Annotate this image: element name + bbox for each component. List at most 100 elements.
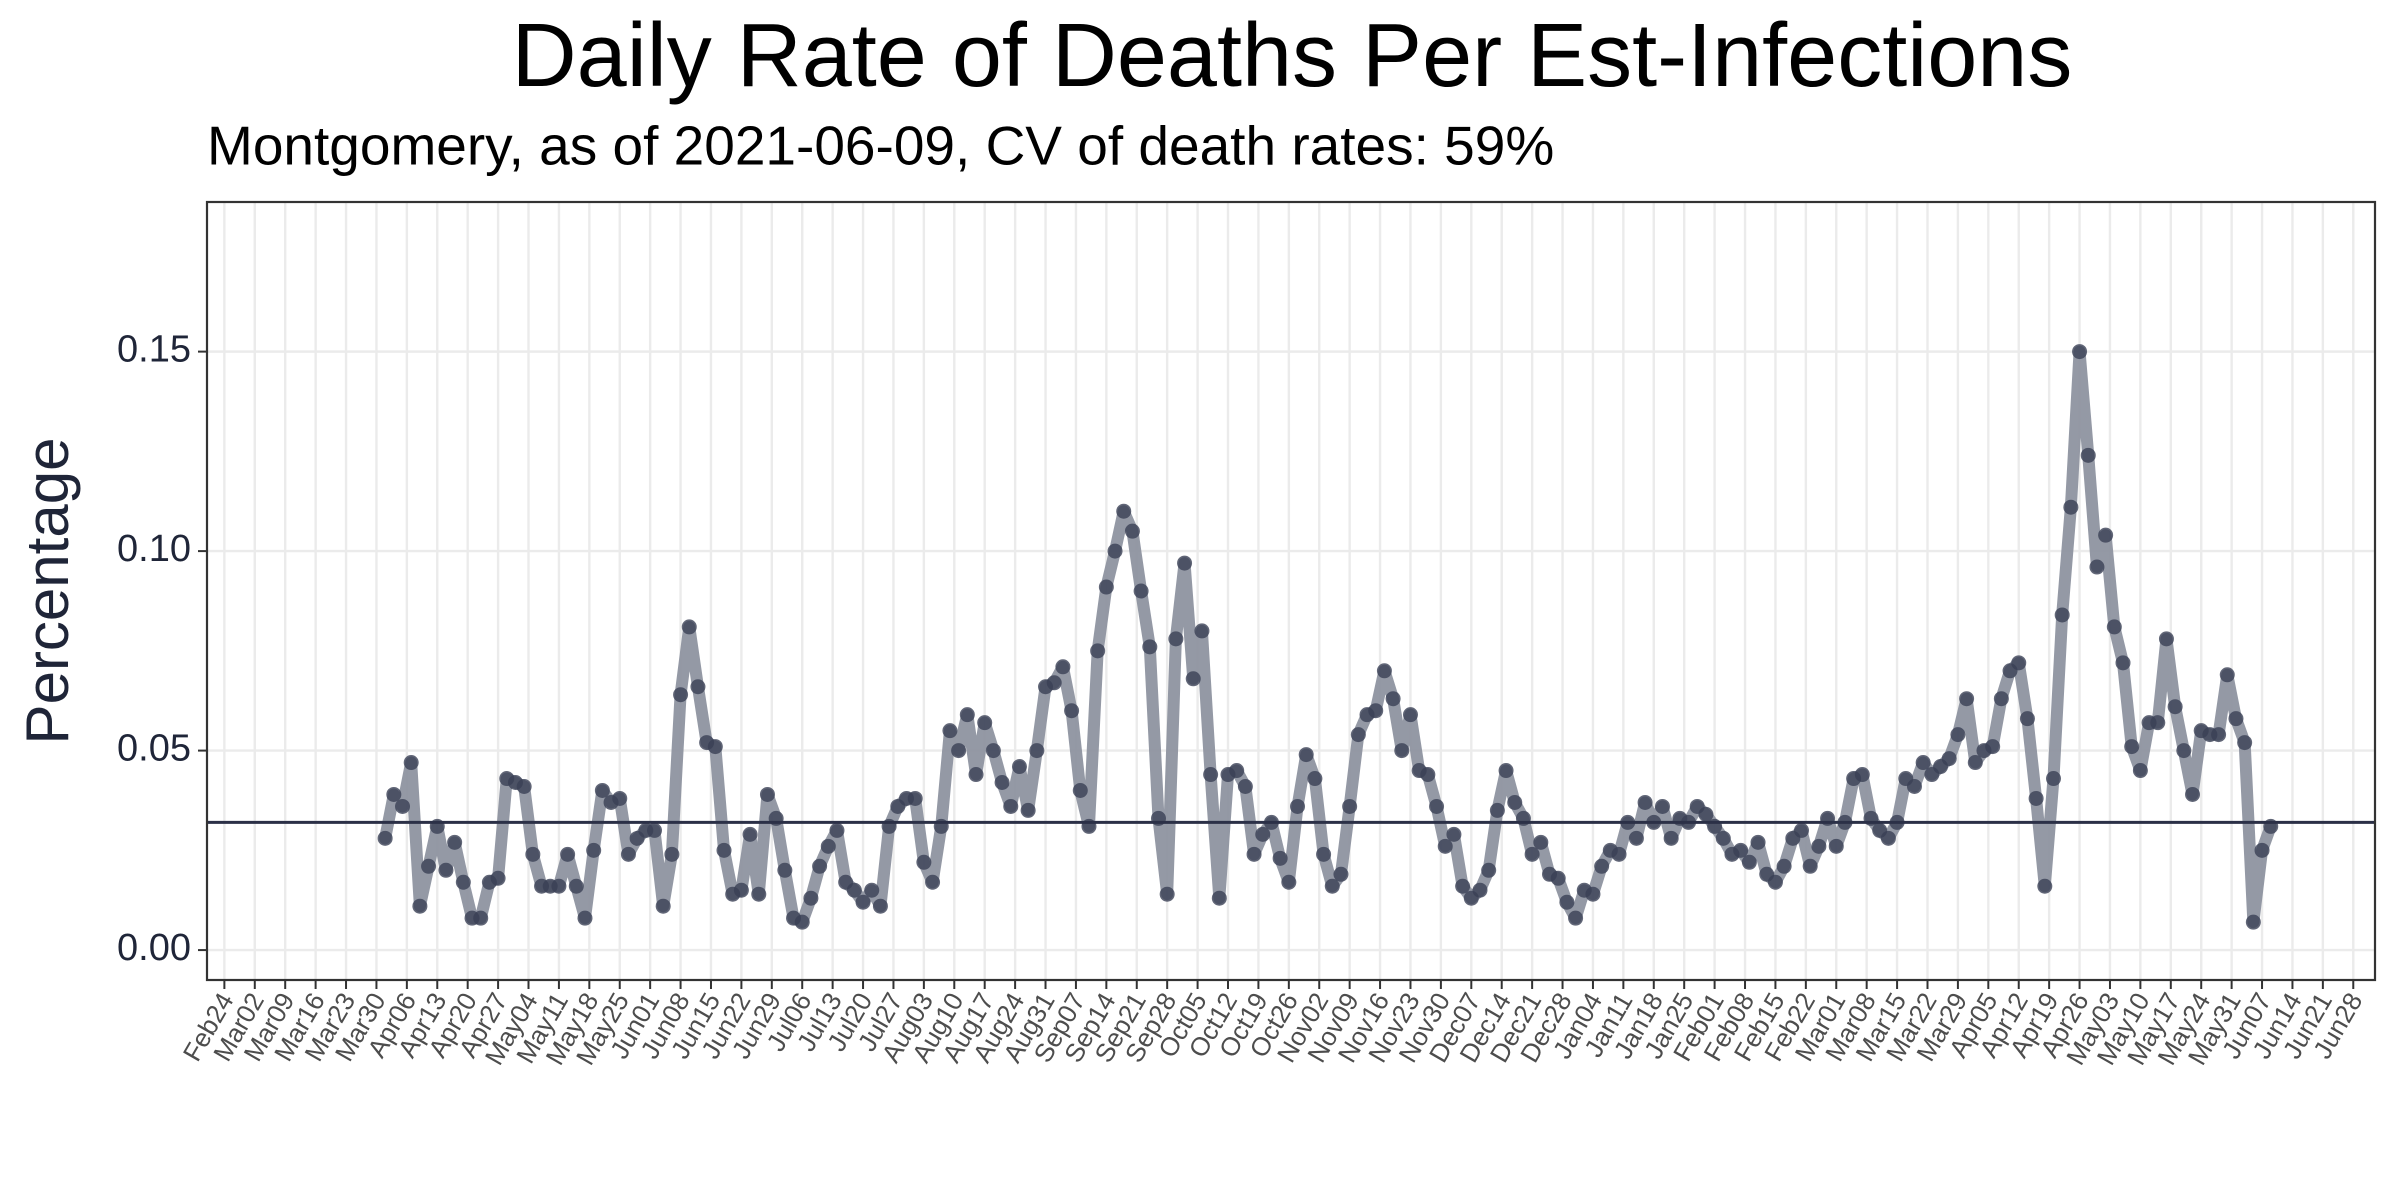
data-point	[2054, 607, 2070, 623]
data-point	[1941, 751, 1957, 767]
data-point	[942, 723, 958, 739]
data-point	[681, 619, 697, 635]
data-point	[516, 778, 532, 794]
data-point	[1133, 583, 1149, 599]
data-point	[2176, 743, 2192, 759]
data-point	[742, 826, 758, 842]
data-point	[664, 846, 680, 862]
data-point	[707, 739, 723, 755]
data-point	[2167, 699, 2183, 715]
data-point	[647, 822, 663, 838]
data-point	[1203, 767, 1219, 783]
data-point	[959, 707, 975, 723]
data-point	[1333, 866, 1349, 882]
data-point	[1316, 846, 1332, 862]
data-point	[1654, 798, 1670, 814]
data-point	[855, 894, 871, 910]
data-point	[1168, 631, 1184, 647]
data-point	[1802, 858, 1818, 874]
data-point	[2254, 842, 2270, 858]
data-point	[525, 846, 541, 862]
data-point	[568, 878, 584, 894]
data-point	[2132, 763, 2148, 779]
data-point	[1350, 727, 1366, 743]
plot-marks	[207, 344, 2375, 930]
data-point	[1811, 838, 1827, 854]
data-point	[751, 886, 767, 902]
data-point	[1185, 671, 1201, 687]
y-tick-label: 0.05	[117, 728, 191, 770]
data-point	[2211, 727, 2227, 743]
data-point	[1559, 894, 1575, 910]
data-point	[1906, 778, 1922, 794]
data-point	[1194, 623, 1210, 639]
data-point	[1376, 663, 1392, 679]
data-point	[864, 882, 880, 898]
data-point	[1611, 846, 1627, 862]
data-point	[1568, 910, 1584, 926]
data-point	[1290, 798, 1306, 814]
data-point	[1715, 830, 1731, 846]
data-point	[1029, 743, 1045, 759]
data-point	[1741, 854, 1757, 870]
data-point	[1055, 659, 1071, 675]
data-point	[1550, 870, 1566, 886]
data-point	[1090, 643, 1106, 659]
data-point	[560, 846, 576, 862]
data-point	[447, 834, 463, 850]
data-point	[1585, 886, 1601, 902]
data-point	[2245, 914, 2261, 930]
plot-border	[205, 200, 2377, 982]
data-point	[1124, 523, 1140, 539]
data-point	[1255, 826, 1271, 842]
data-point	[1985, 739, 2001, 755]
data-point	[1594, 858, 1610, 874]
data-point	[473, 910, 489, 926]
data-point	[438, 862, 454, 878]
data-point	[925, 874, 941, 890]
data-point	[1281, 874, 1297, 890]
data-point	[1750, 834, 1766, 850]
data-point	[612, 790, 628, 806]
data-point	[1524, 846, 1540, 862]
data-point	[1159, 886, 1175, 902]
data-point	[1489, 802, 1505, 818]
data-point	[872, 898, 888, 914]
data-point	[577, 910, 593, 926]
data-point	[985, 743, 1001, 759]
data-point	[812, 858, 828, 874]
data-point	[733, 882, 749, 898]
data-point	[2028, 790, 2044, 806]
data-point	[2019, 711, 2035, 727]
data-point	[803, 890, 819, 906]
data-point	[829, 822, 845, 838]
data-point	[2237, 735, 2253, 751]
data-point	[777, 862, 793, 878]
data-point	[412, 898, 428, 914]
data-point	[994, 775, 1010, 791]
data-point	[1967, 755, 1983, 771]
data-point	[1993, 691, 2009, 707]
data-point	[1429, 798, 1445, 814]
data-point	[1237, 778, 1253, 794]
data-point	[2080, 447, 2096, 463]
data-point	[1402, 707, 1418, 723]
data-point	[968, 767, 984, 783]
data-point	[2158, 631, 2174, 647]
data-point	[1229, 763, 1245, 779]
data-point	[1046, 675, 1062, 691]
data-point	[1628, 830, 1644, 846]
y-tick-label: 0.15	[117, 329, 191, 371]
data-point	[377, 830, 393, 846]
data-point	[1098, 579, 1114, 595]
data-point	[1880, 830, 1896, 846]
data-point	[1394, 743, 1410, 759]
data-point	[2106, 619, 2122, 635]
data-point	[1272, 850, 1288, 866]
data-point	[1298, 747, 1314, 763]
data-point	[820, 838, 836, 854]
data-point	[1107, 543, 1123, 559]
data-point	[1776, 858, 1792, 874]
data-point	[716, 842, 732, 858]
